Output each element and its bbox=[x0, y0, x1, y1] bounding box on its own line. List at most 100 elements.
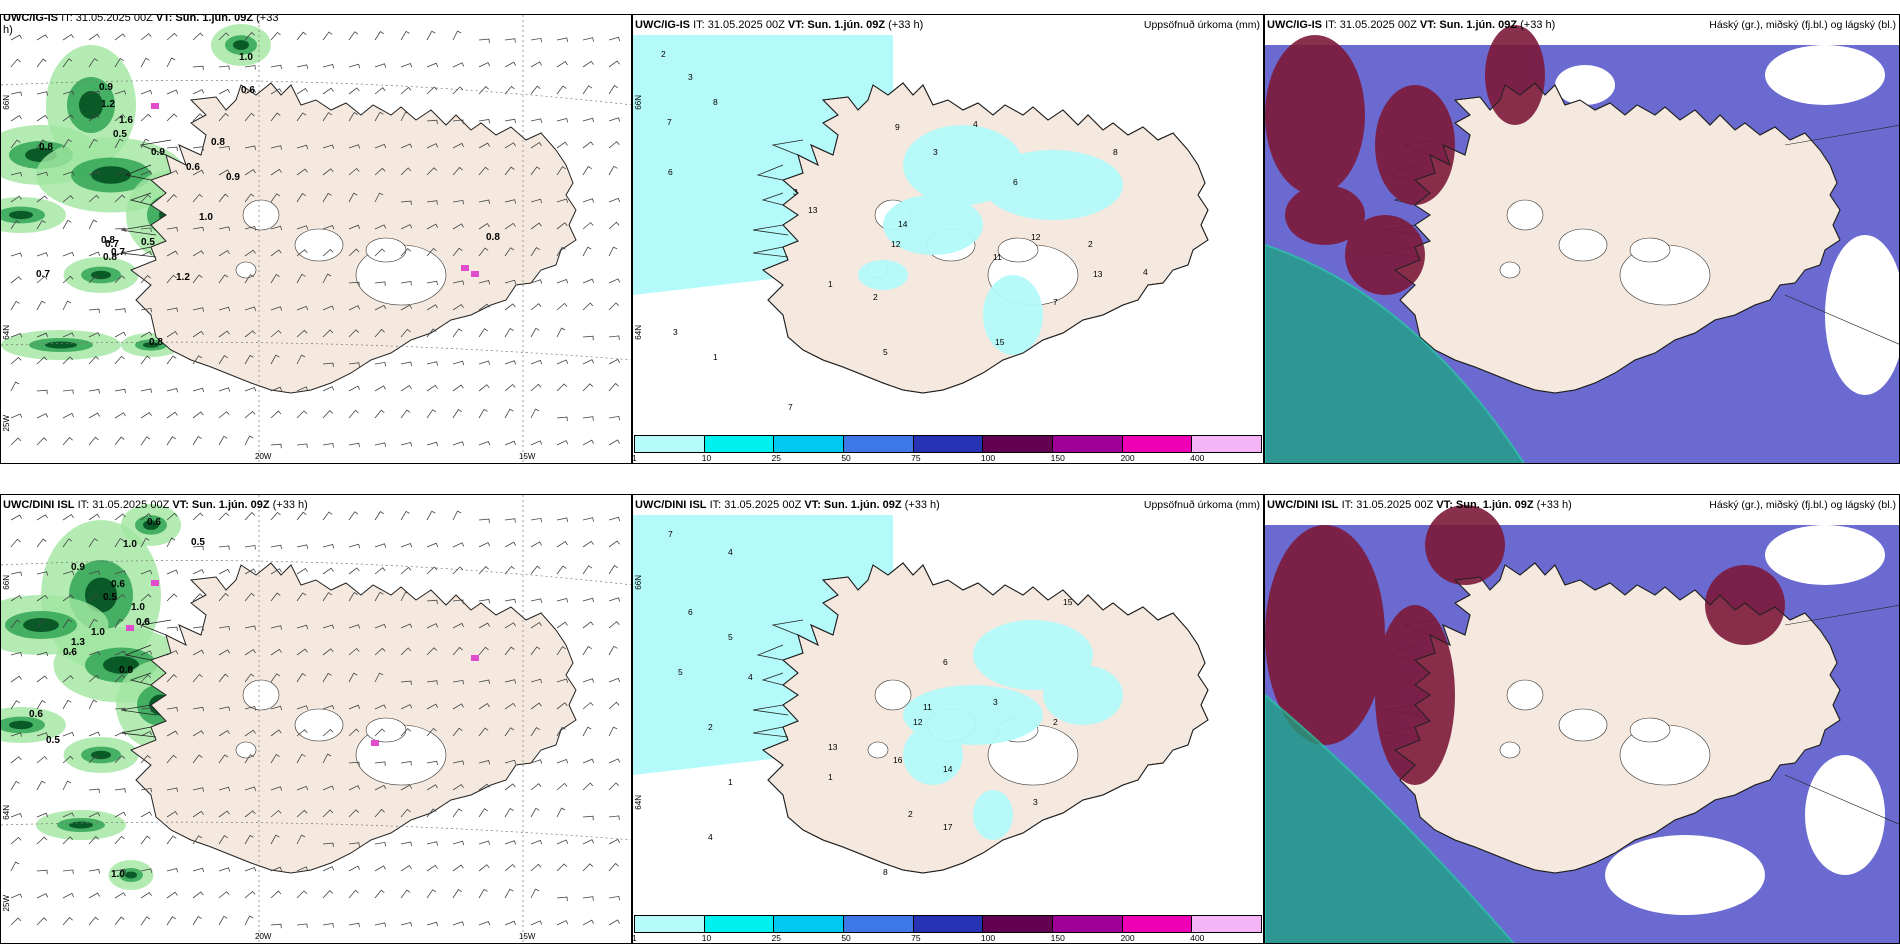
wind-barb bbox=[348, 442, 360, 448]
wind-barb bbox=[478, 840, 491, 845]
wind-barb bbox=[140, 891, 152, 899]
fjord-lines bbox=[120, 139, 172, 258]
wind-barb bbox=[322, 64, 335, 69]
precip-value-label: 0.6 bbox=[136, 617, 150, 628]
wind-barb bbox=[452, 166, 463, 176]
wind-barb bbox=[530, 327, 540, 338]
wind-barb bbox=[556, 541, 568, 548]
precip-value-label: 6 bbox=[943, 657, 948, 667]
wind-barb bbox=[608, 758, 621, 764]
wind-barb bbox=[270, 386, 283, 392]
panel-title: UWC/IG-IS IT: 31.05.2025 00Z VT: Sun. 1.… bbox=[3, 14, 279, 36]
iceland-coastline-overlay bbox=[761, 82, 1209, 394]
lat-label-64n: 64N bbox=[2, 325, 11, 340]
wind-barb bbox=[296, 567, 308, 575]
wind-barb bbox=[426, 542, 439, 548]
high-cloud-areas bbox=[1265, 505, 1785, 785]
wind-barb bbox=[166, 754, 177, 764]
wind-barb bbox=[582, 896, 594, 901]
graticule bbox=[1784, 605, 1899, 825]
wind-barb bbox=[582, 85, 593, 95]
wind-barb bbox=[192, 250, 204, 257]
wind-barb bbox=[426, 703, 439, 710]
wind-barb bbox=[322, 224, 335, 230]
wind-barb bbox=[452, 599, 464, 604]
wind-barb bbox=[478, 247, 489, 257]
wind-barb bbox=[374, 63, 387, 68]
wind-barb bbox=[322, 305, 335, 311]
wind-barb bbox=[166, 194, 177, 203]
wind-barb bbox=[140, 388, 153, 393]
clear-area bbox=[1765, 525, 1885, 585]
wind-barb bbox=[10, 836, 22, 845]
precip-value-label: 17 bbox=[943, 822, 953, 832]
wind-barb bbox=[36, 893, 49, 899]
fjord-lines bbox=[120, 619, 172, 738]
wind-barb bbox=[244, 568, 257, 575]
wind-barb bbox=[504, 702, 516, 710]
wind-barb bbox=[140, 436, 151, 446]
wind-barb bbox=[10, 861, 20, 872]
colorbar-swatch bbox=[1053, 436, 1123, 452]
wind-barb bbox=[166, 916, 177, 926]
wind-barb bbox=[88, 170, 101, 176]
wind-barb bbox=[452, 223, 464, 230]
precip-value-label: 6 bbox=[668, 167, 673, 177]
precip-value-label: 3 bbox=[673, 327, 678, 337]
wind-barb bbox=[296, 705, 309, 710]
wind-barb bbox=[530, 141, 542, 149]
wind-barb bbox=[192, 387, 205, 393]
wind-barb bbox=[478, 808, 489, 818]
wind-barb bbox=[166, 113, 178, 122]
high-cloud-areas bbox=[1265, 25, 1545, 295]
wind-barb bbox=[504, 518, 516, 523]
wind-barb bbox=[504, 222, 516, 230]
wind-barb bbox=[374, 192, 384, 203]
heavy-precip-area bbox=[79, 91, 103, 119]
wind-barb bbox=[452, 441, 465, 446]
wind-barb bbox=[296, 544, 309, 549]
precip-value-label: 0.6 bbox=[111, 579, 125, 590]
wind-barb bbox=[582, 758, 595, 764]
wind-barb bbox=[270, 729, 282, 737]
precip-value-label: 2 bbox=[1053, 717, 1058, 727]
wind-barb bbox=[218, 112, 229, 122]
wind-barb bbox=[114, 892, 126, 899]
wind-barb bbox=[10, 276, 22, 284]
wind-barb bbox=[140, 113, 152, 122]
wind-barb bbox=[478, 760, 491, 765]
precip-areas bbox=[858, 125, 1123, 355]
wind-barb bbox=[608, 677, 621, 683]
wind-barb bbox=[374, 511, 385, 521]
precip-value-label: 0.6 bbox=[29, 709, 43, 720]
wind-barb bbox=[608, 439, 620, 446]
wind-barb bbox=[62, 114, 74, 122]
colorbar-labels: 1 10 25 50 75 100 150 200 400 bbox=[633, 933, 1262, 943]
glacier bbox=[365, 717, 407, 743]
wind-barb bbox=[36, 114, 48, 122]
heavy-precip-area bbox=[143, 520, 159, 530]
wind-barb bbox=[114, 618, 124, 629]
wind-barb bbox=[348, 761, 360, 767]
map-panel-bottom-middle: UWC/DINI ISL IT: 31.05.2025 00Z VT: Sun.… bbox=[632, 494, 1264, 944]
cloud-map bbox=[1265, 15, 1899, 463]
precip-value-label: 0.9 bbox=[71, 562, 85, 573]
wind-barb bbox=[348, 785, 361, 791]
wind-barb bbox=[62, 195, 74, 203]
wind-barb bbox=[218, 915, 228, 926]
wind-barb bbox=[270, 890, 282, 899]
wind-barb bbox=[452, 62, 465, 68]
wind-barb bbox=[218, 625, 230, 631]
precip-value-label: 7 bbox=[788, 402, 793, 412]
precip-value-label: 12 bbox=[891, 239, 901, 249]
panel-title: UWC/IG-IS IT: 31.05.2025 00Z VT: Sun. 1.… bbox=[635, 19, 924, 31]
wind-barb bbox=[114, 388, 126, 394]
wind-barb bbox=[88, 699, 98, 710]
precip-value-label: 0.9 bbox=[99, 82, 113, 93]
wind-barb bbox=[452, 303, 464, 311]
wind-barb bbox=[452, 384, 464, 392]
wind-barb bbox=[374, 281, 386, 286]
precip-value-label: 2 bbox=[1088, 239, 1093, 249]
wind-barb bbox=[530, 783, 542, 791]
wind-barb bbox=[452, 360, 465, 366]
